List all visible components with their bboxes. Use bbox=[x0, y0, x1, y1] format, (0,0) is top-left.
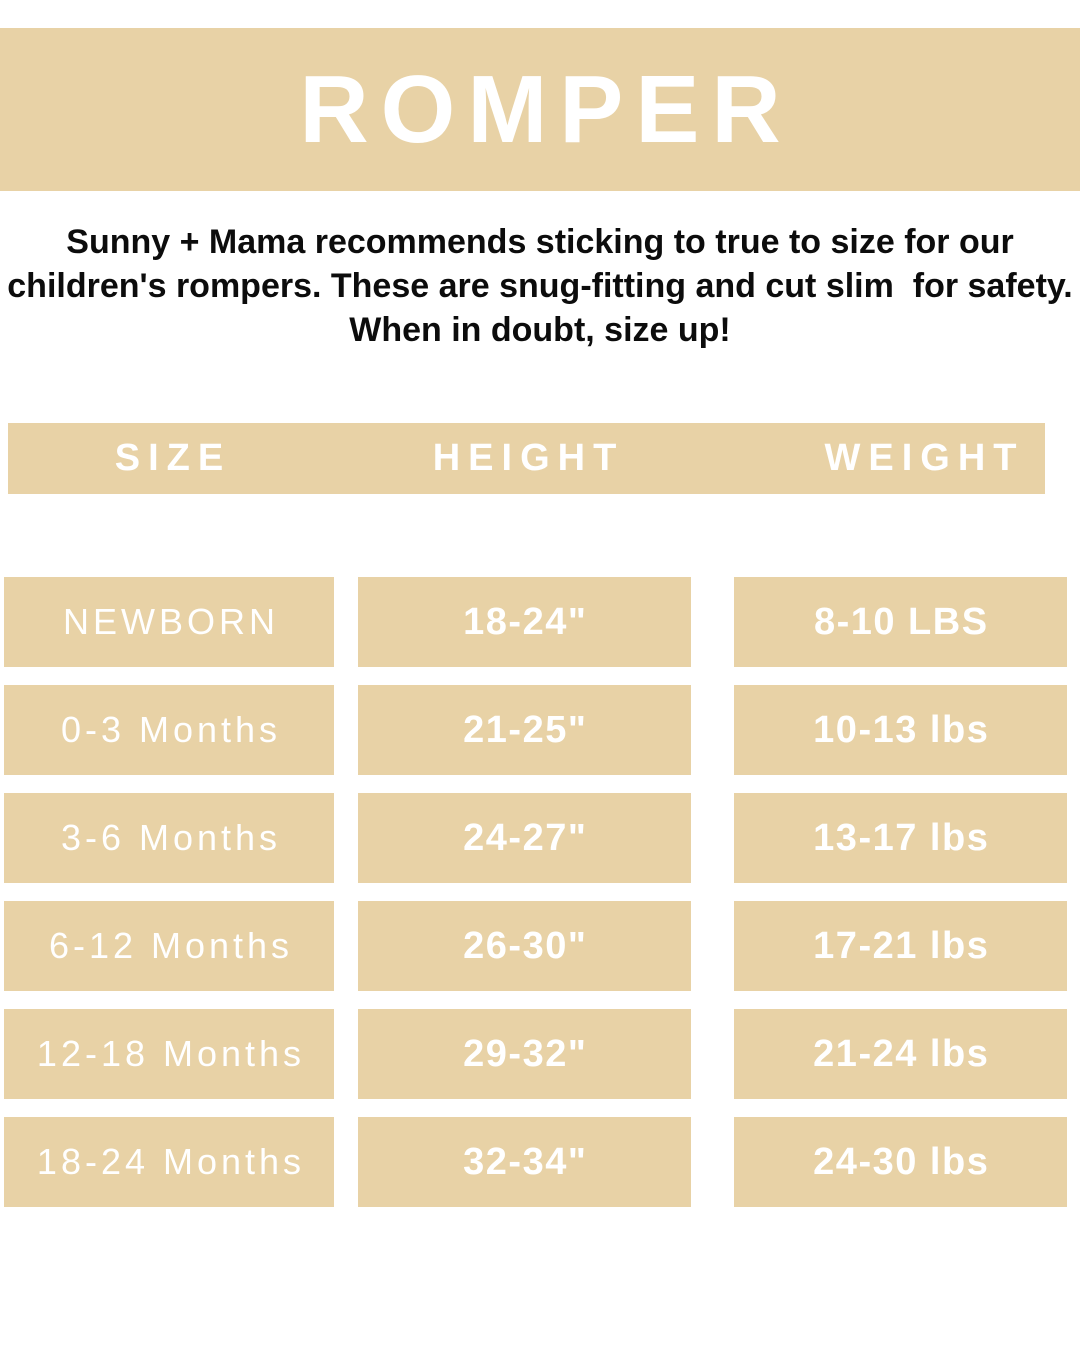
weight-cell: 21-24 lbs bbox=[734, 1009, 1067, 1099]
title-banner: ROMPER bbox=[0, 28, 1080, 191]
table-header-row: SIZE HEIGHT WEIGHT bbox=[4, 423, 1067, 494]
weight-cell: 13-17 lbs bbox=[734, 793, 1067, 883]
intro-line: children's rompers. These are snug-fitti… bbox=[7, 267, 1073, 305]
table-row: NEWBORN 18-24" 8-10 LBS bbox=[4, 577, 1067, 667]
weight-cell: 17-21 lbs bbox=[734, 901, 1067, 991]
table-row: 18-24 Months 32-34" 24-30 lbs bbox=[4, 1117, 1067, 1207]
intro-line: When in doubt, size up! bbox=[349, 311, 731, 349]
height-cell: 21-25" bbox=[358, 685, 691, 775]
size-cell: 0-3 Months bbox=[4, 685, 334, 775]
size-cell: 6-12 Months bbox=[4, 901, 334, 991]
height-cell: 26-30" bbox=[358, 901, 691, 991]
weight-cell: 24-30 lbs bbox=[734, 1117, 1067, 1207]
column-header-size: SIZE bbox=[114, 437, 232, 479]
size-cell: 12-18 Months bbox=[4, 1009, 334, 1099]
height-cell: 18-24" bbox=[358, 577, 691, 667]
intro-text: Sunny + Mama recommends sticking to true… bbox=[0, 220, 1080, 352]
size-cell: 18-24 Months bbox=[4, 1117, 334, 1207]
table-row: 6-12 Months 26-30" 17-21 lbs bbox=[4, 901, 1067, 991]
weight-cell: 8-10 LBS bbox=[734, 577, 1067, 667]
table-row: 3-6 Months 24-27" 13-17 lbs bbox=[4, 793, 1067, 883]
page-title: ROMPER bbox=[299, 55, 793, 163]
height-cell: 29-32" bbox=[358, 1009, 691, 1099]
column-header-weight: WEIGHT bbox=[824, 437, 1025, 479]
size-cell: NEWBORN bbox=[4, 577, 334, 667]
size-cell: 3-6 Months bbox=[4, 793, 334, 883]
weight-cell: 10-13 lbs bbox=[734, 685, 1067, 775]
table-header-bar bbox=[8, 423, 1045, 494]
height-cell: 24-27" bbox=[358, 793, 691, 883]
intro-line: Sunny + Mama recommends sticking to true… bbox=[66, 223, 1014, 261]
table-row: 12-18 Months 29-32" 21-24 lbs bbox=[4, 1009, 1067, 1099]
size-table: NEWBORN 18-24" 8-10 LBS 0-3 Months 21-25… bbox=[4, 577, 1067, 1207]
column-header-height: HEIGHT bbox=[432, 437, 625, 479]
height-cell: 32-34" bbox=[358, 1117, 691, 1207]
table-row: 0-3 Months 21-25" 10-13 lbs bbox=[4, 685, 1067, 775]
